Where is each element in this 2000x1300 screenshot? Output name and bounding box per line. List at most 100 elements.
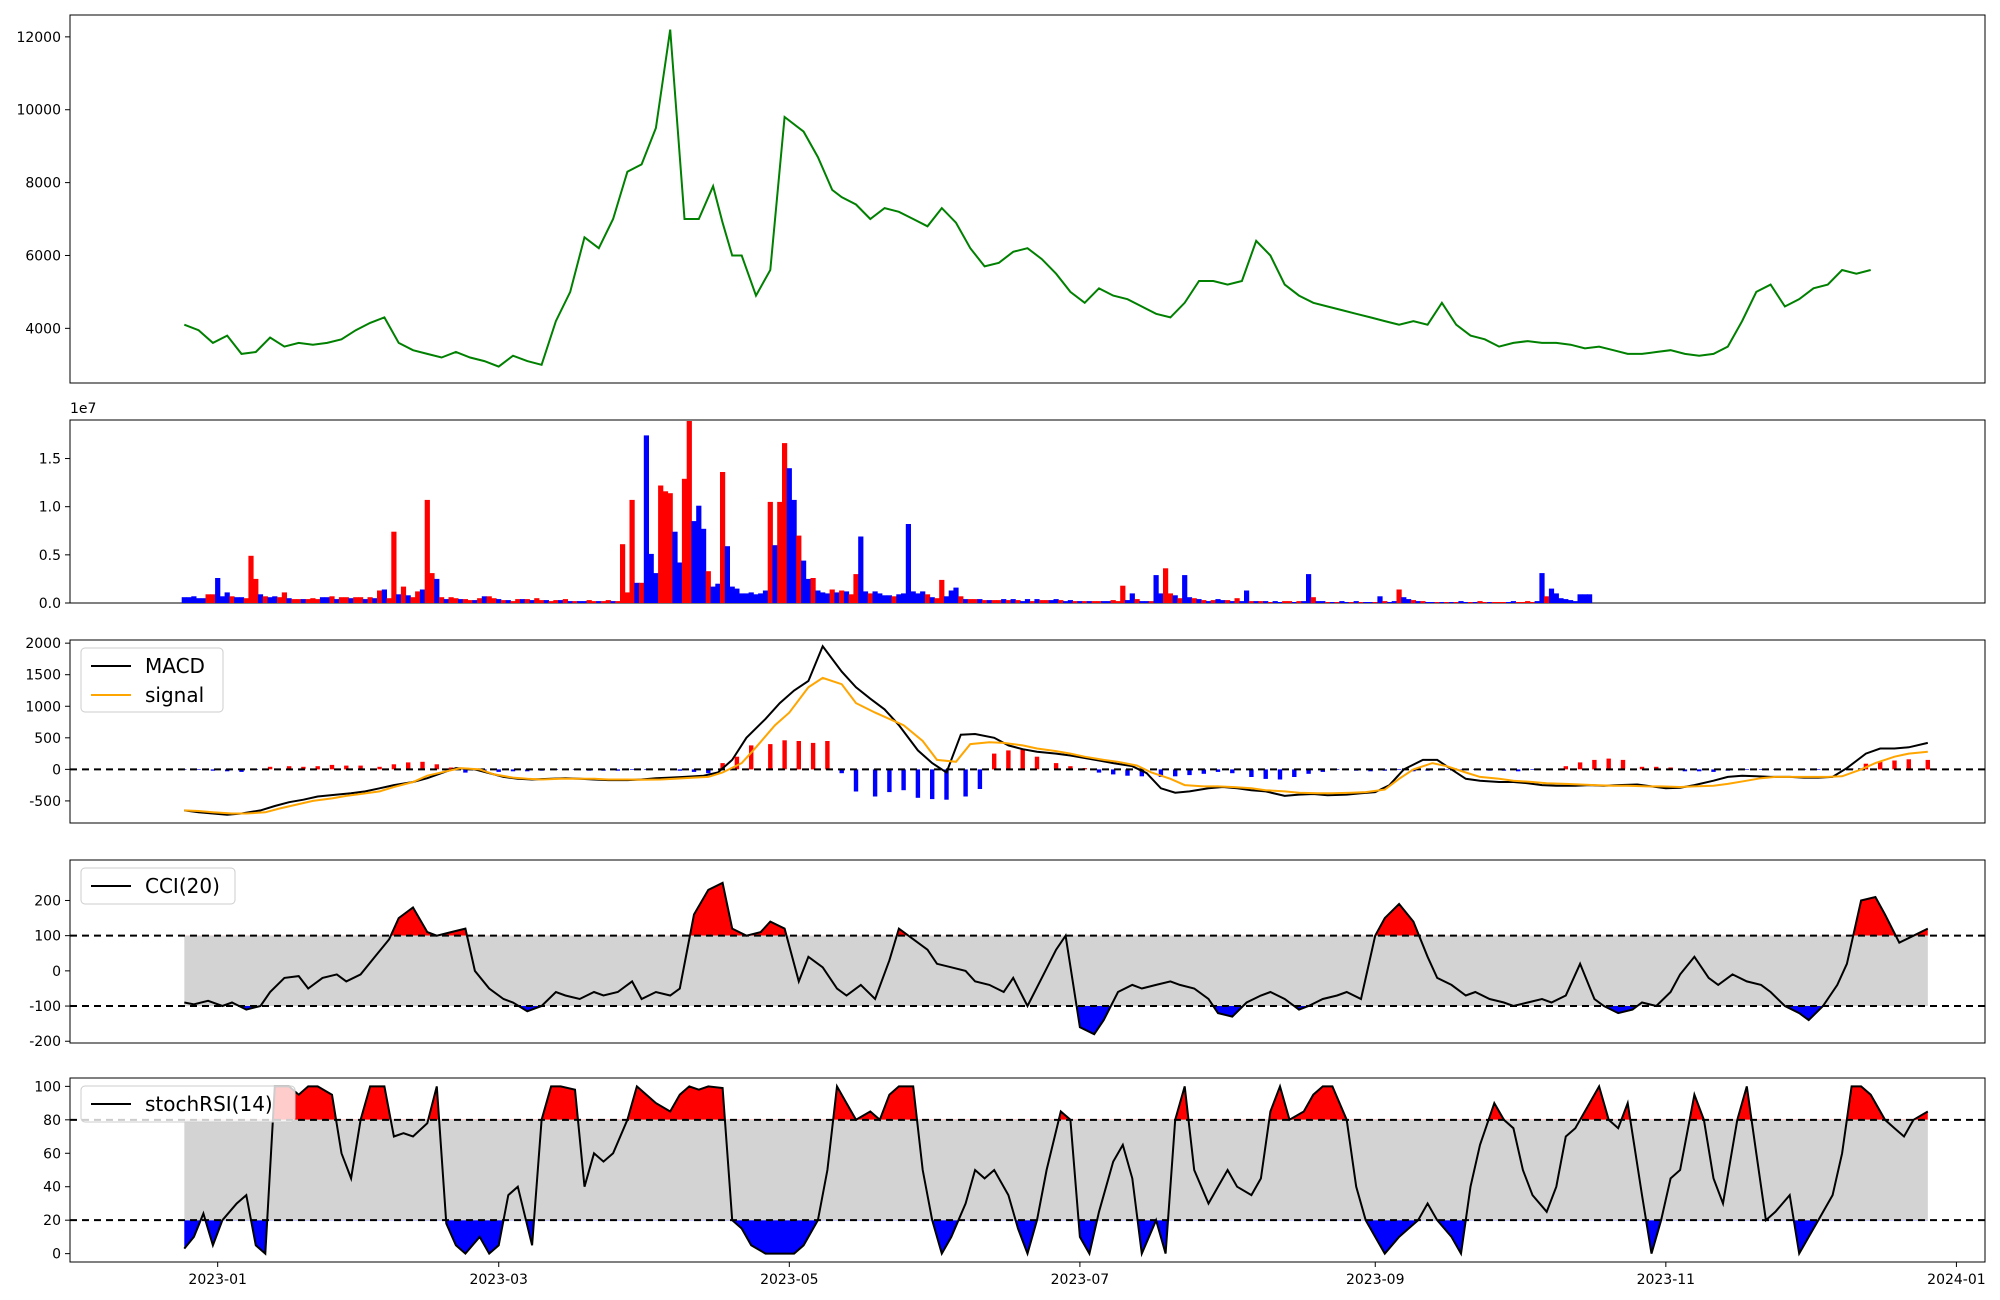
volume-bar xyxy=(1163,568,1169,603)
macd-histogram-bar xyxy=(901,769,906,791)
volume-bar xyxy=(1539,573,1545,603)
volume-bar xyxy=(343,597,349,603)
volume-bar xyxy=(1058,600,1064,603)
volume-bar xyxy=(186,597,192,603)
volume-bar xyxy=(1263,601,1269,603)
stochrsi-ytick-label: 100 xyxy=(34,1079,61,1095)
cci-ytick-label: -100 xyxy=(29,999,61,1015)
macd-histogram-bar xyxy=(872,769,878,797)
volume-bar xyxy=(710,586,716,603)
macd-histogram-bar xyxy=(1201,769,1206,774)
volume-bar xyxy=(1158,593,1164,603)
volume-bar xyxy=(886,595,892,603)
volume-bar xyxy=(1053,599,1059,603)
macd-histogram-bar xyxy=(1263,769,1268,779)
volume-bar xyxy=(210,594,216,603)
volume-bar xyxy=(567,601,573,603)
macd-histogram-bar xyxy=(1125,769,1130,776)
macd-histogram-bar xyxy=(1173,769,1178,777)
volume-bar xyxy=(381,589,387,603)
volume-bar xyxy=(1153,575,1159,603)
macd-signal-line xyxy=(184,676,1928,815)
macd-histogram-bar xyxy=(210,769,216,771)
macd-histogram-bar xyxy=(1516,769,1521,772)
volume-bar xyxy=(1396,589,1402,603)
volume-bar xyxy=(448,597,454,603)
macd-histogram-bar xyxy=(1230,769,1235,774)
volume-bar xyxy=(1587,594,1593,603)
macd-histogram-bar xyxy=(1139,769,1144,777)
macd-histogram-bar xyxy=(267,766,273,770)
volume-bar xyxy=(943,596,950,603)
volume-bar xyxy=(896,594,902,603)
volume-bar xyxy=(500,600,507,603)
macd-histogram-bar xyxy=(1906,759,1911,770)
volume-bar xyxy=(1306,574,1312,603)
volume-bar xyxy=(1063,601,1069,603)
volume-bar xyxy=(191,596,197,603)
volume-bar xyxy=(701,528,707,603)
volume-bar xyxy=(977,599,983,603)
volume-bar xyxy=(605,600,611,603)
volume-bar xyxy=(1558,598,1564,603)
cci-ytick-label: 0 xyxy=(52,964,61,980)
volume-bar xyxy=(1234,598,1240,603)
volume-bar xyxy=(1420,601,1426,603)
volume-bar xyxy=(215,578,221,603)
volume-bar xyxy=(1363,602,1369,603)
volume-bar xyxy=(1082,601,1088,603)
volume-bar xyxy=(524,599,530,603)
volume-bar xyxy=(1501,602,1507,603)
volume-bar xyxy=(910,591,916,603)
macd-histogram-bar xyxy=(1158,769,1164,777)
volume-bar xyxy=(967,599,973,603)
stochrsi-legend-box xyxy=(80,1085,296,1123)
volume-bar xyxy=(1167,593,1173,603)
volume-bar xyxy=(1382,601,1388,603)
volume-bar xyxy=(1267,602,1273,603)
volume-bar xyxy=(486,596,492,603)
volume-bar xyxy=(705,571,711,603)
volume-bar xyxy=(462,599,468,603)
volume-bar xyxy=(939,579,945,603)
macd-legend-label: signal xyxy=(145,683,204,707)
volume-bar xyxy=(1229,601,1235,603)
volume-bar xyxy=(796,535,802,603)
volume-bar xyxy=(553,600,559,603)
stochrsi-ytick-label: 60 xyxy=(43,1146,61,1162)
volume-bar xyxy=(248,555,254,603)
volume-bar xyxy=(748,592,754,603)
macd-histogram-bar xyxy=(1878,761,1883,770)
volume-bar xyxy=(677,562,683,603)
volume-bar xyxy=(1077,601,1083,603)
volume-bar xyxy=(200,598,206,603)
macd-histogram-bar xyxy=(749,745,754,770)
x-tick-label: 2023-07 xyxy=(1051,1272,1110,1288)
volume-bar xyxy=(591,601,597,603)
macd-histogram-bar xyxy=(1306,769,1311,774)
volume-bar xyxy=(634,582,640,603)
x-tick-label: 2023-05 xyxy=(760,1272,819,1288)
volume-bar xyxy=(296,599,302,603)
volume-bar xyxy=(982,600,988,603)
macd-histogram-bar xyxy=(1020,749,1025,770)
macd-histogram-bar xyxy=(768,744,773,770)
volume-bar xyxy=(1196,599,1202,603)
volume-bar xyxy=(1005,600,1011,603)
volume-bar xyxy=(1148,601,1154,603)
macd-histogram-bar xyxy=(1187,769,1192,776)
volume-bar xyxy=(267,597,273,603)
macd-histogram-bar xyxy=(448,767,454,770)
volume-bar xyxy=(915,593,921,603)
volume-bar xyxy=(286,598,292,603)
x-tick-label: 2023-01 xyxy=(188,1272,247,1288)
macd-histogram-bar xyxy=(677,769,682,771)
volume-bar xyxy=(1425,602,1431,603)
macd-histogram-bar xyxy=(1396,769,1402,770)
volume-bar xyxy=(1277,602,1283,603)
volume-bar xyxy=(281,592,287,603)
price-ytick-label: 8000 xyxy=(25,176,61,192)
volume-bar xyxy=(848,594,854,603)
volume-bar xyxy=(1282,601,1288,603)
volume-bar xyxy=(1477,601,1483,603)
